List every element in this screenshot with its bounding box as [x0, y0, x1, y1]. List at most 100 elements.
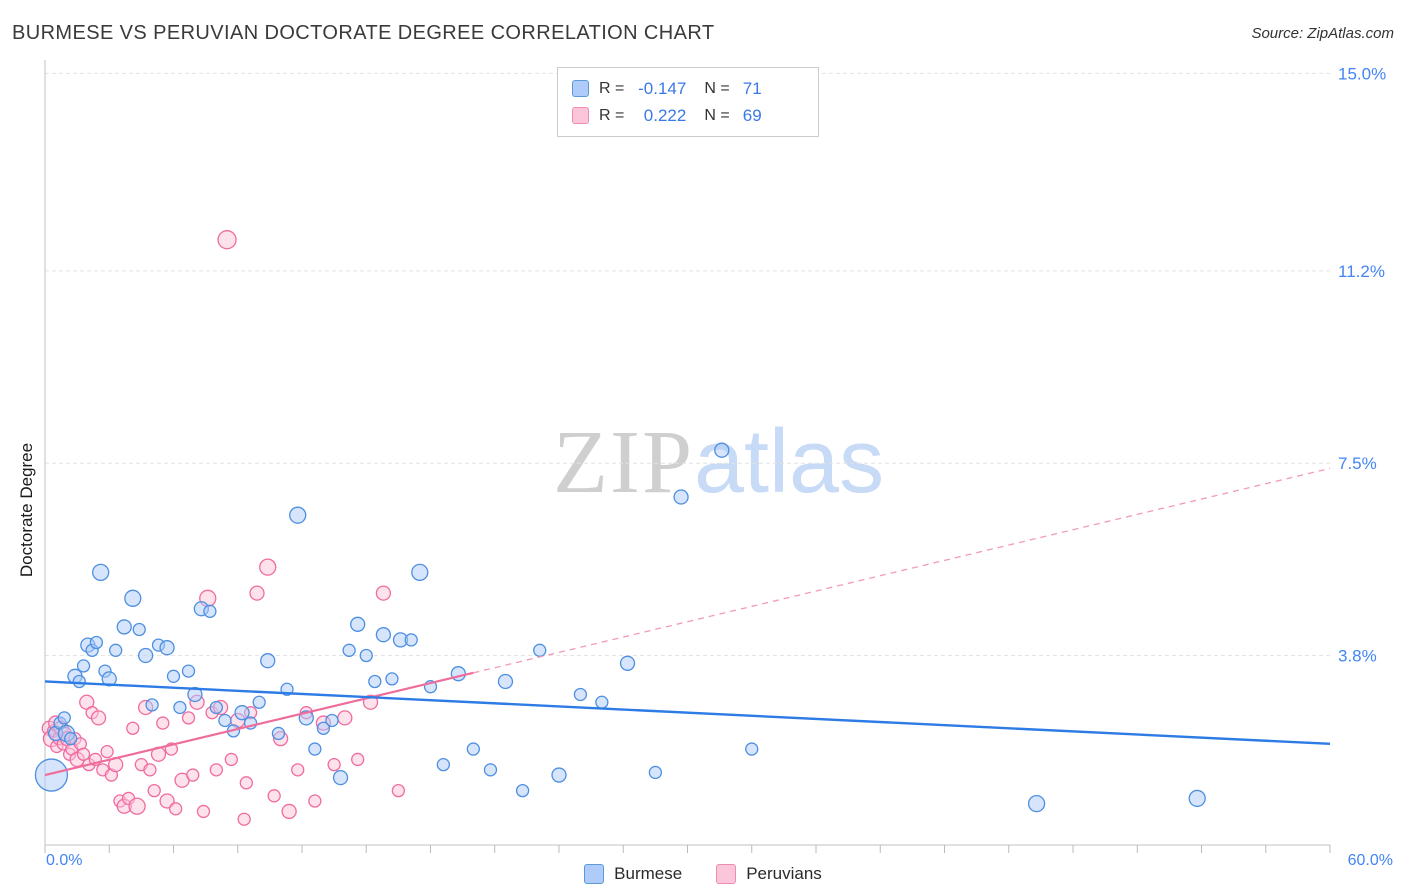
r-label: R = [599, 106, 625, 124]
y-tick-label: 3.8% [1338, 647, 1377, 666]
y-tick-label: 7.5% [1338, 454, 1377, 473]
scatter-point-burmese [573, 687, 588, 702]
scatter-point-burmese [332, 769, 349, 786]
scatter-point-burmese [1188, 789, 1206, 808]
y-tick-label: 15.0% [1338, 64, 1386, 83]
scatter-point-burmese [289, 506, 307, 524]
scatter-point-burmese [64, 732, 78, 746]
n-label: N = [704, 106, 730, 124]
scatter-point-burmese [325, 713, 339, 728]
scatter-point-burmese [57, 711, 71, 725]
scatter-point-burmese [187, 686, 203, 703]
scatter-point-peruvians [168, 802, 183, 816]
scatter-point-peruvians [351, 752, 365, 767]
stats-row-peruvians: R = 0.222 N = 69 [572, 102, 806, 129]
trend-line-burmese [44, 680, 1331, 746]
scatter-point-peruvians [186, 768, 200, 782]
scatter-point-peruvians [224, 752, 238, 767]
burmese-swatch-icon [572, 80, 589, 97]
legend-item-burmese: Burmese [584, 864, 682, 884]
scatter-point-burmese [124, 589, 142, 607]
scatter-point-burmese [551, 767, 567, 783]
scatter-point-peruvians [259, 558, 277, 576]
scatter-point-burmese [138, 647, 154, 664]
scatter-point-peruvians [196, 804, 211, 819]
scatter-point-burmese [411, 563, 429, 581]
chart-title: BURMESE VS PERUVIAN DOCTORATE DEGREE COR… [12, 22, 715, 44]
scatter-point-burmese [72, 674, 86, 689]
scatter-point-burmese [159, 640, 175, 656]
scatter-point-burmese [145, 698, 159, 712]
scatter-point-burmese [116, 619, 132, 635]
scatter-point-burmese [203, 604, 217, 618]
scatter-point-peruvians [308, 794, 322, 808]
scatter-point-burmese [209, 700, 223, 715]
scatter-point-peruvians [76, 747, 91, 761]
scatter-point-peruvians [237, 812, 251, 826]
scatter-point-peruvians [143, 763, 157, 777]
burmese-legend-swatch-icon [584, 864, 605, 884]
scatter-point-peruvians [209, 763, 223, 777]
n-label: N = [704, 79, 730, 97]
scatter-point-burmese [166, 669, 181, 683]
scatter-point-peruvians [327, 757, 341, 772]
scatter-point-peruvians [217, 230, 237, 250]
scatter-point-burmese [132, 622, 146, 637]
source-attribution: Source: ZipAtlas.com [1251, 25, 1394, 42]
scatter-point-burmese [308, 742, 322, 756]
r-value-burmese: -0.147 [638, 78, 687, 98]
scatter-point-burmese [92, 563, 110, 581]
scatter-point-burmese [533, 643, 547, 657]
scatter-point-peruvians [100, 745, 114, 759]
scatter-point-peruvians [156, 716, 170, 730]
scatter-point-peruvians [337, 710, 353, 726]
scatter-point-peruvians [281, 803, 297, 820]
scatter-point-peruvians [267, 789, 281, 803]
scatter-point-burmese [218, 713, 232, 728]
x-axis-max-label: 60.0% [1347, 852, 1393, 869]
scatter-point-burmese [181, 664, 196, 678]
scatter-point-burmese [76, 659, 91, 673]
scatter-point-burmese [375, 627, 392, 643]
scatter-point-burmese [595, 695, 609, 709]
scatter-point-burmese [1027, 794, 1046, 813]
r-value-peruvians: 0.222 [643, 105, 687, 125]
scatter-point-burmese [89, 635, 104, 650]
scatter-point-burmese [252, 695, 266, 709]
scatter-point-burmese [173, 700, 187, 715]
scatter-point-burmese [745, 742, 759, 756]
scatter-point-burmese [34, 758, 69, 792]
scatter-point-burmese [109, 643, 123, 657]
stats-row-burmese: R = -0.147 N = 71 [572, 75, 806, 102]
scatter-point-burmese [385, 672, 399, 686]
scatter-point-burmese [368, 674, 382, 689]
scatter-point-burmese [648, 765, 663, 780]
series-legend: Burmese Peruvians [0, 864, 1406, 884]
scatter-point-burmese [619, 655, 636, 671]
scatter-point-burmese [234, 705, 250, 721]
x-axis-min-label: 0.0% [46, 852, 83, 869]
scatter-point-burmese [350, 616, 366, 632]
scatter-point-peruvians [90, 710, 107, 726]
scatter-point-burmese [673, 489, 689, 505]
scatter-point-peruvians [239, 776, 253, 790]
scatter-point-peruvians [291, 763, 305, 777]
scatter-point-burmese [466, 742, 480, 756]
trend-line-extension-peruvians [473, 467, 1331, 674]
scatter-point-burmese [483, 763, 498, 777]
n-value-peruvians: 69 [742, 105, 762, 125]
scatter-point-peruvians [128, 797, 146, 815]
n-value-burmese: 71 [742, 78, 762, 98]
scatter-point-peruvians [181, 711, 196, 725]
scatter-point-burmese [101, 671, 117, 687]
trend-line-peruvians [44, 671, 474, 777]
scatter-point-burmese [359, 648, 373, 663]
scatter-point-burmese [714, 442, 730, 458]
scatter-point-peruvians [147, 783, 161, 798]
scatter-point-burmese [316, 721, 331, 735]
y-tick-label: 11.2% [1338, 262, 1385, 281]
scatter-point-peruvians [375, 585, 392, 601]
legend-label-burmese: Burmese [614, 864, 683, 883]
